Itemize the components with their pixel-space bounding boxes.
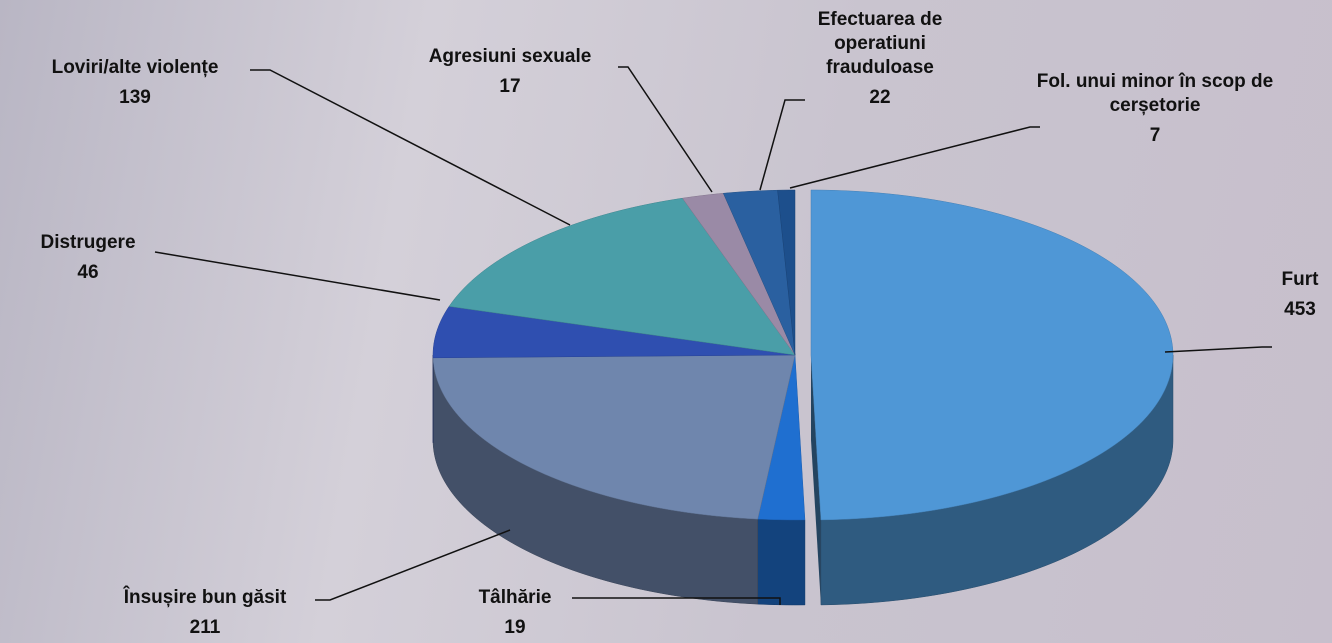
leader-line bbox=[760, 100, 805, 190]
data-label: Furt 453 bbox=[1282, 268, 1319, 322]
value-label: 211 bbox=[124, 616, 287, 640]
leader-line bbox=[790, 127, 1040, 188]
data-label: Loviri/alte violențe 139 bbox=[52, 56, 219, 110]
category-label: Distrugere bbox=[40, 231, 135, 255]
leader-line bbox=[155, 252, 440, 300]
value-label: 22 bbox=[785, 86, 975, 110]
category-label: Tâlhărie bbox=[479, 586, 552, 610]
value-label: 7 bbox=[1035, 124, 1275, 148]
value-label: 453 bbox=[1282, 298, 1319, 322]
leader-line bbox=[618, 67, 712, 192]
category-label: Fol. unui minor în scop de cerșetorie bbox=[1035, 70, 1275, 118]
chart: Furt 453 Tâlhărie 19 Însușire bun găsit 211 Di… bbox=[0, 0, 1332, 643]
value-label: 139 bbox=[52, 86, 219, 110]
data-label: Fol. unui minor în scop de cerșetorie 7 bbox=[1035, 70, 1275, 148]
slice-side bbox=[758, 519, 805, 605]
data-label: Efectuarea de operatiuni frauduloase 22 bbox=[785, 8, 975, 110]
category-label: Agresiuni sexuale bbox=[429, 45, 592, 69]
category-label: Loviri/alte violențe bbox=[52, 56, 219, 80]
data-label: Agresiuni sexuale 17 bbox=[429, 45, 592, 99]
category-label: Furt bbox=[1282, 268, 1319, 292]
category-label: Efectuarea de operatiuni frauduloase bbox=[785, 8, 975, 80]
data-label: Distrugere 46 bbox=[40, 231, 135, 285]
category-label: Însușire bun găsit bbox=[124, 586, 287, 610]
data-label: Însușire bun găsit 211 bbox=[124, 586, 287, 640]
value-label: 19 bbox=[479, 616, 552, 640]
value-label: 46 bbox=[40, 261, 135, 285]
data-label: Tâlhărie 19 bbox=[479, 586, 552, 640]
value-label: 17 bbox=[429, 75, 592, 99]
leader-line bbox=[1165, 347, 1272, 352]
